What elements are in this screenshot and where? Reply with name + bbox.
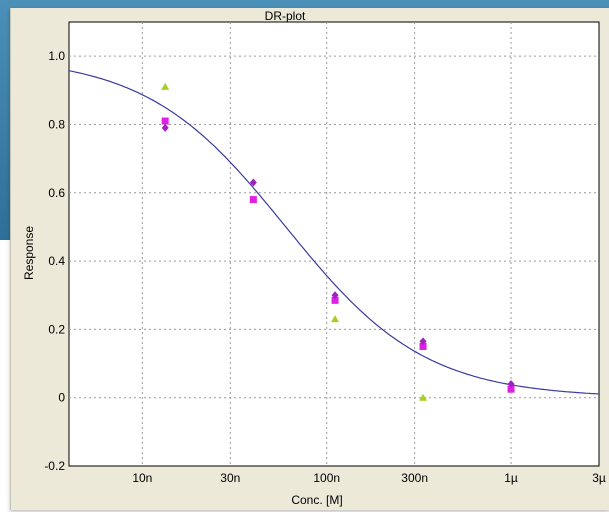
triangle-point <box>331 315 340 323</box>
square-point <box>419 342 427 350</box>
square-point <box>331 296 339 304</box>
y-axis-label: Response <box>22 226 36 280</box>
diamond-point <box>419 337 427 346</box>
x-tick-label: 3µ <box>592 471 606 485</box>
plot-area <box>68 21 600 467</box>
diamond-point <box>161 123 169 132</box>
chart-title: DR-plot <box>265 9 306 23</box>
y-tick-label: 0.2 <box>48 322 65 336</box>
triangle-point <box>419 393 428 401</box>
x-tick-label: 1µ <box>504 471 518 485</box>
square-point <box>161 117 169 125</box>
diamond-point <box>507 380 515 389</box>
data-points <box>161 82 515 401</box>
square-point <box>507 385 515 393</box>
y-tick-label: 0.8 <box>48 117 65 131</box>
plot-window: 10n 30n 100n 300n 1µ 3µ -0.2 0 0.2 0.4 0.6 0.8 1.0 D… <box>10 8 609 510</box>
y-tick-label: -0.2 <box>44 459 65 473</box>
x-tick-label: 100n <box>313 471 340 485</box>
diamond-point <box>331 291 339 300</box>
y-tick-label: 0.4 <box>48 254 65 268</box>
white-margin-left <box>0 240 12 512</box>
diamond-point <box>249 178 257 187</box>
triangle-point <box>161 82 170 90</box>
square-point <box>249 196 257 204</box>
dose-response-chart: 10n 30n 100n 300n 1µ 3µ -0.2 0 0.2 0.4 0.6 0.8 1.0 D… <box>22 9 606 507</box>
x-tick-label: 10n <box>132 471 152 485</box>
x-axis-label: Conc. [M] <box>291 493 342 507</box>
y-tick-label: 0.6 <box>48 186 65 200</box>
x-tick-label: 30n <box>220 471 240 485</box>
x-tick-label: 300n <box>401 471 428 485</box>
tick-labels: 10n 30n 100n 300n 1µ 3µ -0.2 0 0.2 0.4 0.6 0.8 1.0 <box>44 49 606 485</box>
grid-lines <box>69 22 599 466</box>
y-tick-label: 1.0 <box>48 49 65 63</box>
y-tick-label: 0 <box>58 391 65 405</box>
